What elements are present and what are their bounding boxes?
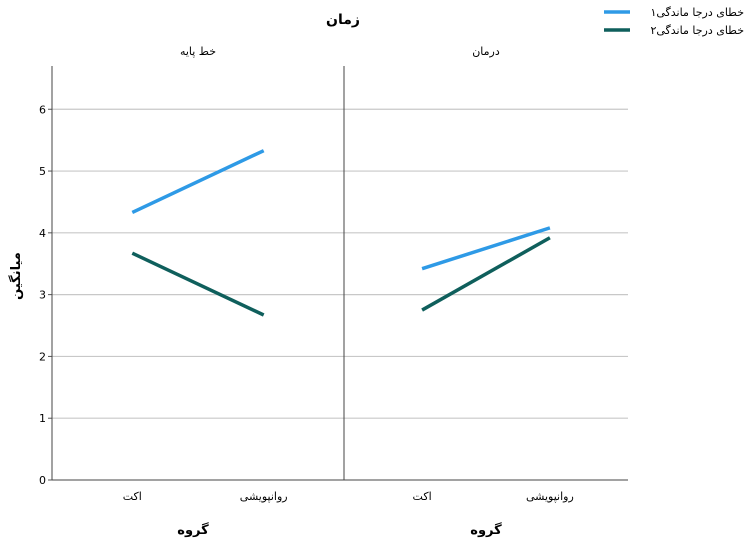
series-line	[131, 251, 265, 317]
x-axis-label-right: گروه	[470, 522, 502, 538]
x-tick-label: روانپویشی	[240, 490, 288, 503]
panel-title: خط پایه	[180, 45, 216, 58]
panel-title: درمان	[472, 45, 500, 58]
y-tick-label: 0	[39, 474, 46, 487]
legend-label: خطای درجا ماندگی۲	[650, 24, 744, 37]
chart-title: زمان	[326, 12, 360, 28]
y-axis-label: میانگین	[8, 252, 24, 300]
series-line	[131, 149, 265, 215]
y-tick-label: 5	[39, 165, 46, 178]
x-tick-label: اکت	[413, 490, 432, 503]
plot-layer: 0 1 2 3 4 5 6 خط پایه اکت روانپویشی درمان اکت روانپو…	[39, 45, 628, 503]
y-tick-label: 1	[39, 412, 46, 425]
x-tick-label: روانپویشی	[526, 490, 574, 503]
y-tick-label: 6	[39, 103, 46, 116]
series-line	[421, 226, 551, 271]
y-tick-label: 4	[39, 227, 46, 240]
y-tick-label: 3	[39, 289, 46, 302]
series-line	[421, 236, 551, 312]
legend-label: خطای درجا ماندگی۱	[650, 6, 744, 19]
legend: خطای درجا ماندگی۱ خطای درجا ماندگی۲	[604, 6, 744, 37]
x-axis-label-left: گروه	[177, 522, 209, 538]
x-tick-label: اکت	[123, 490, 142, 503]
y-tick-label: 2	[39, 350, 46, 363]
